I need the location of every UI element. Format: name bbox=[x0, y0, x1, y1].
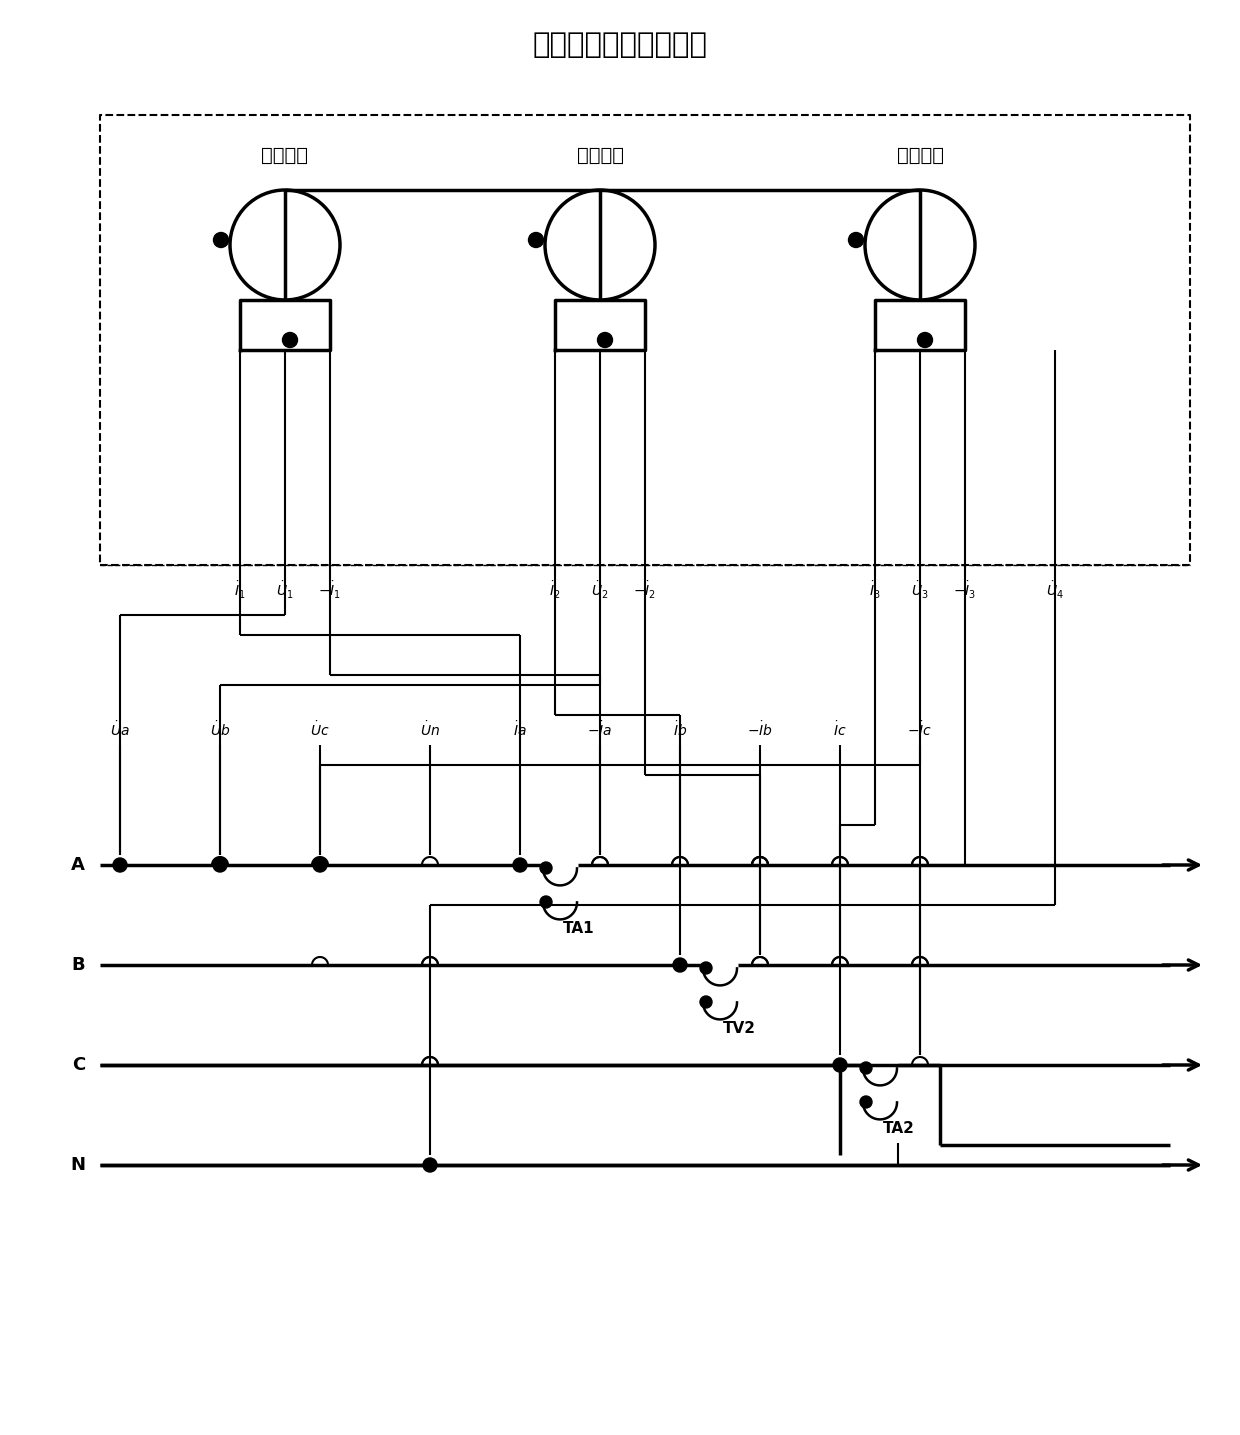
Circle shape bbox=[213, 232, 228, 247]
Text: 三相四线基本计量单元: 三相四线基本计量单元 bbox=[532, 32, 708, 59]
Circle shape bbox=[861, 1062, 872, 1073]
Circle shape bbox=[113, 858, 126, 872]
Text: $\dot{U}_1$: $\dot{U}_1$ bbox=[277, 580, 294, 601]
Circle shape bbox=[539, 895, 552, 908]
Text: $-\dot{I}_1$: $-\dot{I}_1$ bbox=[319, 580, 341, 601]
Text: $\dot{U}_4$: $\dot{U}_4$ bbox=[1047, 580, 1064, 601]
Circle shape bbox=[213, 858, 227, 872]
Text: $\dot{I}b$: $\dot{I}b$ bbox=[673, 720, 687, 739]
Text: $\dot{U}_2$: $\dot{U}_2$ bbox=[591, 580, 609, 601]
Circle shape bbox=[283, 333, 298, 347]
Circle shape bbox=[861, 1096, 872, 1108]
Circle shape bbox=[539, 862, 552, 874]
Circle shape bbox=[598, 333, 613, 347]
Circle shape bbox=[673, 959, 687, 971]
Circle shape bbox=[701, 961, 712, 974]
Text: 第三元件: 第三元件 bbox=[897, 145, 944, 165]
Text: $\dot{U}n$: $\dot{U}n$ bbox=[420, 720, 440, 739]
Circle shape bbox=[701, 996, 712, 1007]
Circle shape bbox=[528, 232, 543, 247]
Text: $\dot{U}b$: $\dot{U}b$ bbox=[210, 720, 231, 739]
Text: 第一元件: 第一元件 bbox=[262, 145, 309, 165]
Text: $-\dot{I}_3$: $-\dot{I}_3$ bbox=[954, 580, 977, 601]
Circle shape bbox=[423, 1158, 436, 1172]
Text: N: N bbox=[69, 1157, 86, 1174]
Text: $\dot{I}_3$: $\dot{I}_3$ bbox=[869, 580, 880, 601]
Text: $\dot{I}_2$: $\dot{I}_2$ bbox=[549, 580, 560, 601]
Text: A: A bbox=[71, 857, 86, 874]
Text: $\dot{U}a$: $\dot{U}a$ bbox=[110, 720, 130, 739]
Text: $\dot{U}c$: $\dot{U}c$ bbox=[310, 720, 330, 739]
Text: $-\dot{I}a$: $-\dot{I}a$ bbox=[588, 720, 613, 739]
Text: B: B bbox=[72, 956, 86, 974]
Text: TA2: TA2 bbox=[883, 1121, 915, 1137]
Circle shape bbox=[833, 1058, 847, 1072]
Text: $-\dot{I}_2$: $-\dot{I}_2$ bbox=[634, 580, 656, 601]
Circle shape bbox=[513, 858, 527, 872]
Text: $\dot{I}a$: $\dot{I}a$ bbox=[513, 720, 527, 739]
Circle shape bbox=[918, 333, 932, 347]
Text: $-\dot{I}b$: $-\dot{I}b$ bbox=[746, 720, 773, 739]
Text: $\dot{I}c$: $\dot{I}c$ bbox=[833, 720, 847, 739]
Text: $\dot{I}_1$: $\dot{I}_1$ bbox=[234, 580, 246, 601]
Text: C: C bbox=[72, 1056, 86, 1073]
Text: TV2: TV2 bbox=[723, 1020, 756, 1036]
Text: TA1: TA1 bbox=[563, 921, 595, 936]
Text: 第二元件: 第二元件 bbox=[577, 145, 624, 165]
Circle shape bbox=[312, 858, 327, 872]
Text: $\dot{U}_3$: $\dot{U}_3$ bbox=[911, 580, 929, 601]
Text: $-\dot{I}c$: $-\dot{I}c$ bbox=[908, 720, 932, 739]
Circle shape bbox=[848, 232, 863, 247]
